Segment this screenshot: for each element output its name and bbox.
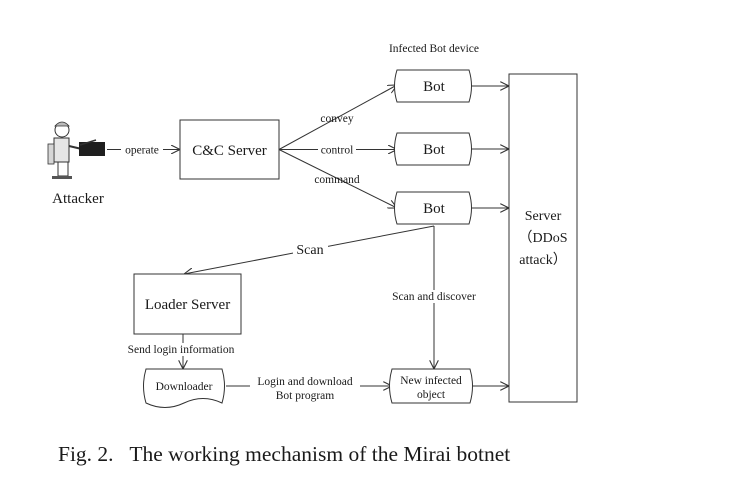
bot-label-1: Bot [423, 79, 446, 95]
convey-arrow [278, 85, 397, 150]
command-arrow [278, 149, 397, 209]
figure-caption: Fig. 2. The working mechanism of the Mir… [58, 442, 510, 467]
convey-label: convey [320, 113, 353, 125]
bot-box-2 [394, 132, 472, 166]
server-label-line2: （DDoS [518, 230, 567, 246]
caption-label: Fig. 2. [58, 442, 114, 466]
caption-text: The working mechanism of the Mirai botne… [129, 442, 511, 466]
cnc-server-label: C&C Server [192, 143, 267, 159]
bot-box-1 [394, 69, 472, 103]
bot-box-3 [394, 191, 472, 225]
loader-server-label: Loader Server [145, 297, 230, 313]
infected-bot-device-label: Infected Bot device [389, 43, 479, 55]
login-download-label-line1: Login and download [257, 376, 352, 388]
command-label: command [314, 174, 360, 186]
scan-label: Scan [296, 243, 323, 258]
loader-server-box [133, 273, 242, 335]
server-label-line1: Server [525, 209, 562, 224]
attacker-label: Attacker [52, 191, 104, 207]
control-label: control [321, 145, 354, 157]
downloader-label: Downloader [156, 381, 213, 393]
new-infected-object-box [389, 368, 473, 404]
ddos-server-box [508, 73, 578, 403]
person-at-computer-icon [47, 121, 105, 179]
operate-label: operate [125, 145, 159, 157]
login-download-label-line2: Bot program [276, 390, 335, 402]
new-object-label-line2: object [417, 389, 446, 401]
bot-label-2: Bot [423, 142, 446, 158]
send-login-label: Send login information [128, 344, 235, 356]
scan-discover-label: Scan and discover [392, 291, 476, 303]
server-label-line3: attack） [519, 252, 566, 268]
downloader-box [143, 368, 225, 408]
new-object-label-line1: New infected [400, 375, 462, 387]
cnc-server-box [179, 119, 280, 180]
bot-label-3: Bot [423, 201, 446, 217]
